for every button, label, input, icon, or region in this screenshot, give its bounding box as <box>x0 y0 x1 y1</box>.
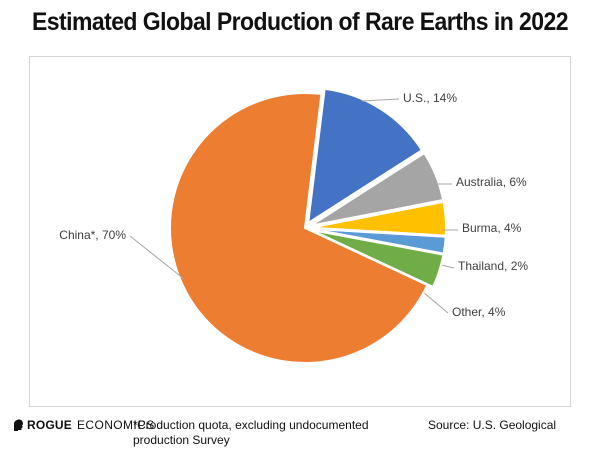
slice-label: Australia, 6% <box>456 175 527 189</box>
pie-slice <box>310 200 447 237</box>
slice-label: China*, 70% <box>59 228 126 242</box>
leader-line <box>361 98 400 102</box>
slice-label: Other, 4% <box>452 305 506 319</box>
pie-slice <box>169 92 429 364</box>
leader-line <box>422 291 449 314</box>
footnote: *Production quota, excluding undocumente… <box>133 418 369 447</box>
chart-area <box>29 56 571 407</box>
chart-title: Estimated Global Production of Rare Eart… <box>31 8 569 36</box>
logo-text-regular: ECONOMICS <box>77 418 155 432</box>
rogue-head-icon <box>13 419 23 431</box>
leader-line <box>129 235 185 280</box>
source-note: Source: U.S. Geological <box>428 418 557 432</box>
pie-slice <box>306 87 424 225</box>
slice-label: U.S., 14% <box>403 91 457 105</box>
slice-label: Thailand, 2% <box>458 259 528 273</box>
brand-logo: ROGUE ECONOMICS <box>12 418 155 432</box>
pie-slice <box>310 228 445 289</box>
pie-slice <box>310 151 445 227</box>
logo-text-bold: ROGUE <box>27 418 73 432</box>
slice-label: Burma, 4% <box>462 221 522 235</box>
pie-slice <box>310 227 447 255</box>
